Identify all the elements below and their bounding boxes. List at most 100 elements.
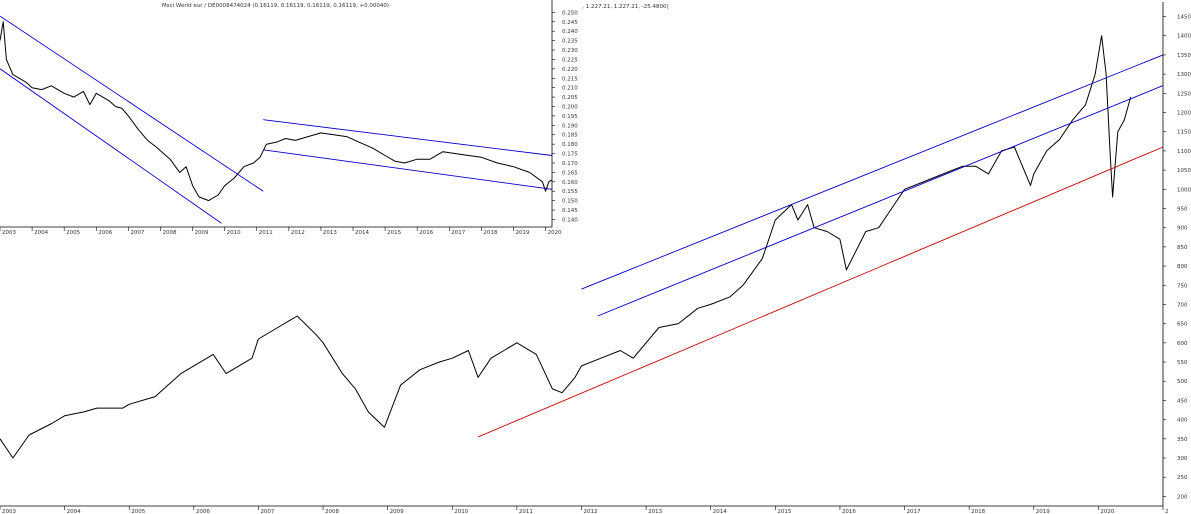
main-y-tick-label: 450 [1177,398,1188,404]
main-x-tick-label: 2003 [2,509,16,514]
inset-trend-line [263,119,553,156]
main-x-tick-label: 2008 [325,509,339,514]
inset-chart: 0.140 0.145 0.150 0.155 0.160 0.165 0.170 0.175… [0,0,582,238]
main-price-line [0,35,1132,459]
main-x-tick-label: 2007 [260,509,274,514]
inset-x-tick-label: 2010 [227,230,241,236]
main-y-tick-label: 1250 [1177,91,1191,97]
inset-y-tick-label: 0.245 [562,20,578,26]
main-x-tick-label: 2018 [971,509,985,514]
main-y-tick-label: 500 [1177,379,1188,385]
main-y-tick-label: 900 [1177,226,1188,232]
main-y-tick-label: 1000 [1177,187,1191,193]
inset-y-tick-label: 0.210 [562,86,578,92]
main-x-tick-label: 2005 [131,509,145,514]
main-x-tick-label: 2011 [519,509,533,514]
main-x-tick-label: 2020 [1100,509,1114,514]
main-y-tick-label: 750 [1177,283,1188,289]
inset-price-line [0,21,553,202]
main-y-tick-label: 1050 [1177,168,1191,174]
main-x-tick-label: 2015 [777,509,791,514]
main-x-tick-label: 2019 [1036,509,1050,514]
inset-y-tick-label: 0.250 [562,10,578,16]
main-y-tick-label: 350 [1177,437,1188,443]
inset-x-tick-label: 2006 [98,230,112,236]
inset-trend-line [0,15,264,192]
main-y-tick-label: 850 [1177,245,1188,251]
inset-y-tick-label: 0.185 [562,133,578,139]
inset-header: Msci World eur / DE0008474024 (0.16119, … [162,3,389,9]
inset-x-tick-label: 2017 [451,230,465,236]
inset-y-tick-label: 0.215 [562,76,578,82]
inset-x-tick-label: 2012 [291,230,305,236]
inset-y-tick-label: 0.205 [562,95,578,101]
inset-y-tick-label: 0.240 [562,29,578,35]
main-y-tick-label: 250 [1177,475,1188,481]
main-y-tick-label: 950 [1177,206,1188,212]
main-y-tick-label: 600 [1177,341,1188,347]
inset-x-tick-label: 2007 [130,230,144,236]
main-x-tick-label: 2013 [648,509,662,514]
inset-trend-line [0,68,222,224]
main-header: 4.28, 1.227.21, 1.227.21, -25.4800) [570,4,669,10]
main-y-tick-label: 400 [1177,418,1188,424]
inset-y-tick-label: 0.190 [562,123,578,129]
inset-y-tick-label: 0.235 [562,39,578,45]
inset-x-tick-label: 2008 [162,230,176,236]
main-y-tick-label: 1100 [1177,149,1191,155]
main-y-tick-label: 1350 [1177,53,1191,59]
main-x-tick-label: 2016 [842,509,856,514]
inset-y-tick-label: 0.140 [562,217,578,223]
main-x-tick-label: 2010 [454,509,468,514]
main-x-tick-label: 2014 [713,509,727,514]
main-y-tick-label: 1400 [1177,34,1191,40]
inset-y-tick-label: 0.220 [562,67,578,73]
inset-y-tick-label: 0.195 [562,114,578,120]
inset-y-tick-label: 0.200 [562,104,578,110]
main-x-tick-label: 2012 [584,509,598,514]
main-trend-line [477,146,1164,438]
main-trend-line [597,85,1164,317]
main-y-tick-label: 1450 [1177,15,1191,21]
main-x-tick-label: 2006 [196,509,210,514]
inset-y-tick-label: 0.150 [562,199,578,205]
inset-y-tick-label: 0.230 [562,48,578,54]
main-y-tick-label: 1300 [1177,72,1191,78]
inset-x-tick-label: 2016 [419,230,433,236]
main-x-tick-label: 2 [1165,509,1169,514]
main-trend-line [581,54,1164,290]
main-y-tick-label: 550 [1177,360,1188,366]
inset-y-tick-label: 0.175 [562,152,578,158]
main-y-tick-label: 1200 [1177,110,1191,116]
inset-panel [0,0,582,238]
main-y-tick-label: 300 [1177,456,1188,462]
main-y-tick-label: 800 [1177,264,1188,270]
inset-y-tick-label: 0.160 [562,180,578,186]
main-y-tick-label: 700 [1177,302,1188,308]
inset-x-tick-label: 2011 [259,230,273,236]
inset-y-tick-label: 0.225 [562,57,578,63]
inset-x-tick-label: 2003 [2,230,16,236]
inset-trend-line [263,149,553,190]
inset-y-tick-label: 0.155 [562,189,578,195]
inset-y-tick-label: 0.180 [562,142,578,148]
inset-x-tick-label: 2004 [34,230,48,236]
inset-y-tick-label: 0.145 [562,208,578,214]
inset-y-tick-label: 0.165 [562,170,578,176]
inset-x-tick-label: 2015 [387,230,401,236]
inset-x-tick-label: 2013 [323,230,337,236]
main-x-tick-label: 2017 [907,509,921,514]
inset-x-tick-label: 2009 [195,230,209,236]
inset-x-tick-label: 2020 [548,230,562,236]
inset-x-tick-label: 2014 [355,230,369,236]
inset-x-tick-label: 2018 [483,230,497,236]
inset-y-tick-label: 0.170 [562,161,578,167]
main-x-tick-label: 2009 [390,509,404,514]
main-x-tick-label: 2004 [67,509,81,514]
main-y-tick-label: 200 [1177,494,1188,500]
inset-x-tick-label: 2005 [66,230,80,236]
main-y-tick-label: 1150 [1177,130,1191,136]
main-y-tick-label: 650 [1177,322,1188,328]
